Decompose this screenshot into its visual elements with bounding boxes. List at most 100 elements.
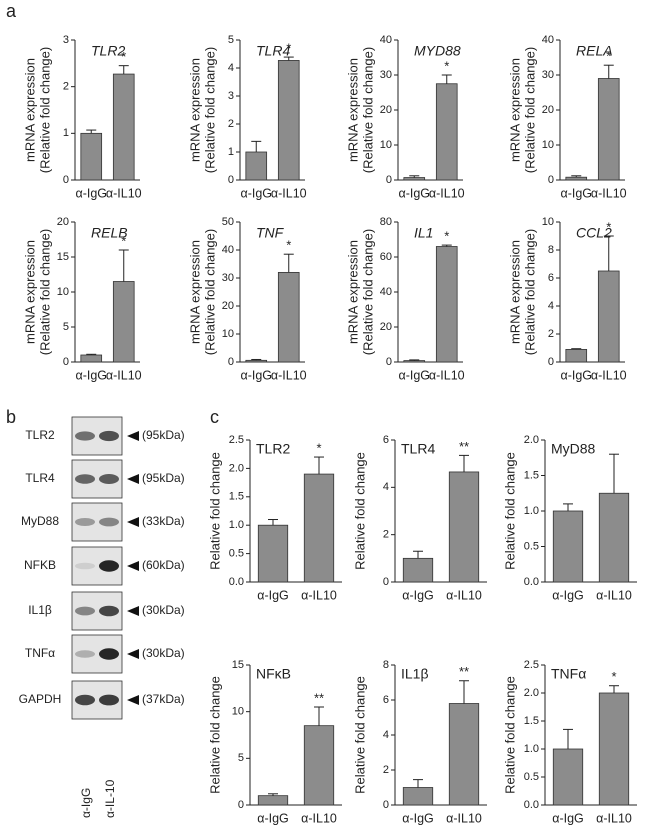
blot-band	[99, 648, 119, 660]
x-tick-label: α-IL10	[271, 368, 307, 382]
y-axis-label: Relative fold change	[207, 676, 222, 794]
arrowhead	[127, 517, 139, 527]
x-tick-label: α-IgG	[560, 186, 592, 200]
y-tick-label: 1.0	[524, 505, 539, 517]
arrowhead	[127, 561, 139, 571]
y-tick-label: 2.0	[524, 434, 539, 446]
bar	[245, 151, 268, 181]
protein-label: TNFα	[25, 646, 55, 660]
chart-title: TLR2	[91, 43, 125, 59]
y-axis-label: (Relative fold change)	[360, 229, 375, 355]
y-axis-label: (Relative fold change)	[360, 47, 375, 173]
bar	[277, 60, 300, 181]
significance-label: *	[286, 238, 291, 253]
y-tick-label: 0.0	[524, 576, 539, 588]
x-tick-label: α-IgG	[257, 811, 289, 825]
size-label: (33kDa)	[142, 514, 185, 528]
x-tick-label: α-IL10	[301, 811, 337, 825]
blot-panel	[71, 502, 123, 542]
panel-label: a	[6, 1, 17, 21]
y-tick-label: 0	[383, 576, 389, 588]
chart-title: TNFα	[551, 666, 586, 682]
x-tick-label: α-IgG	[398, 368, 430, 382]
x-tick-label: α-IgG	[240, 186, 272, 200]
panel-label: b	[6, 407, 16, 427]
bar	[565, 176, 588, 181]
x-tick-label: α-IL10	[446, 811, 482, 825]
x-tick-label: α-IgG	[402, 811, 434, 825]
x-tick-label: α-IgG	[560, 368, 592, 382]
x-tick-label: α-IgG	[402, 588, 434, 602]
bar	[448, 703, 480, 806]
y-tick-label: 2	[548, 328, 554, 340]
y-tick-label: 0	[228, 174, 234, 186]
y-tick-label: 4	[383, 481, 389, 493]
x-tick-label: α-IgG	[240, 368, 272, 382]
bar	[402, 787, 434, 806]
bar	[257, 524, 289, 583]
y-tick-label: 0	[228, 356, 234, 368]
protein-label: TLR2	[25, 428, 55, 442]
size-label: (37kDa)	[142, 692, 185, 706]
y-tick-label: 4	[383, 729, 389, 741]
y-tick-label: 2	[383, 764, 389, 776]
y-axis-label: Relative fold change	[502, 452, 517, 570]
y-tick-label: 60	[380, 251, 392, 263]
x-tick-label: α-IL10	[591, 186, 627, 200]
significance-label: *	[121, 233, 126, 248]
y-tick-label: 20	[380, 321, 392, 333]
blot-band	[99, 474, 119, 484]
y-axis-label: Relative fold change	[502, 676, 517, 794]
protein-label: GAPDH	[19, 692, 62, 706]
blot-band	[99, 517, 119, 527]
y-tick-label: 10	[542, 216, 554, 228]
arrowhead	[127, 649, 139, 659]
y-tick-label: 15	[57, 251, 69, 263]
chart-title: RELA	[576, 43, 613, 59]
blot-band	[75, 650, 95, 658]
y-tick-label: 5	[238, 752, 244, 764]
y-tick-label: 0	[63, 174, 69, 186]
x-tick-label: α-IgG	[75, 186, 107, 200]
y-tick-label: 3	[63, 34, 69, 46]
y-tick-label: 20	[57, 216, 69, 228]
y-tick-label: 40	[380, 286, 392, 298]
y-tick-label: 8	[548, 244, 554, 256]
x-tick-label: α-IgG	[398, 186, 430, 200]
chart-title: MyD88	[551, 441, 596, 457]
x-tick-label: α-IL10	[591, 368, 627, 382]
significance-label: **	[459, 664, 469, 679]
x-tick-label: α-IL10	[301, 588, 337, 602]
y-tick-label: 80	[380, 216, 392, 228]
y-tick-label: 6	[383, 434, 389, 446]
bar	[112, 73, 135, 181]
significance-label: *	[316, 440, 321, 455]
y-tick-label: 1.5	[524, 469, 539, 481]
significance-label: *	[286, 41, 291, 56]
y-tick-label: 2.0	[524, 687, 539, 699]
protein-label: NFKB	[24, 558, 56, 572]
bar	[257, 795, 289, 806]
y-axis-label: (Relative fold change)	[37, 229, 52, 355]
significance-label: *	[444, 229, 449, 244]
x-tick-label: α-IgG	[75, 368, 107, 382]
bar	[112, 281, 135, 363]
y-tick-label: 30	[542, 69, 554, 81]
blot-band	[75, 431, 95, 441]
y-axis-label: mRNA expression	[345, 58, 360, 162]
y-tick-label: 20	[380, 104, 392, 116]
x-tick-label: α-IgG	[257, 588, 289, 602]
y-tick-label: 15	[232, 659, 244, 671]
significance-label: *	[121, 49, 126, 64]
chart-title: IL1β	[401, 666, 429, 682]
size-label: (95kDa)	[142, 428, 185, 442]
bar	[565, 348, 588, 363]
blot-band	[99, 605, 119, 617]
y-tick-label: 10	[232, 706, 244, 718]
y-tick-label: 30	[222, 272, 234, 284]
x-tick-label: α-IL10	[106, 368, 142, 382]
bar	[598, 492, 630, 583]
blot-band	[99, 430, 119, 442]
y-tick-label: 40	[380, 34, 392, 46]
